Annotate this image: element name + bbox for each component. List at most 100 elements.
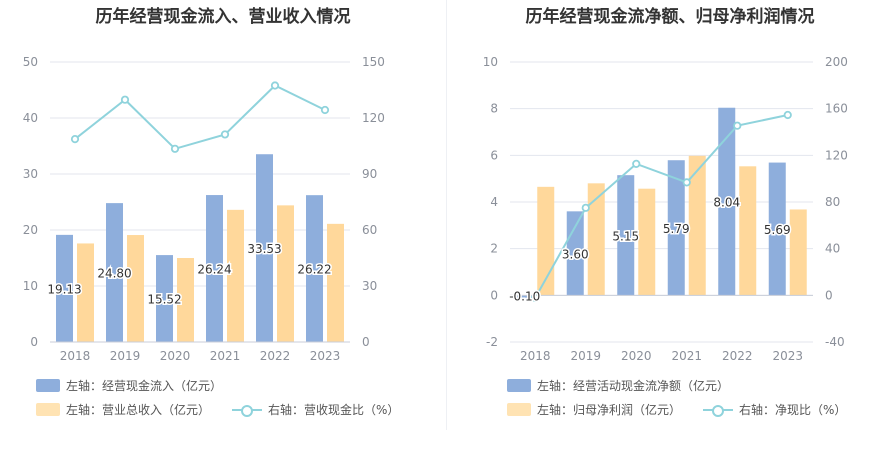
x-axis-tick: 2021 [671,349,702,363]
bar-data-label: 8.04 [713,196,740,210]
left-axis-tick: -2 [486,335,498,349]
bar-data-label: 3.60 [562,247,589,261]
bar [177,258,194,342]
bar-data-label: -0.10 [509,289,540,303]
x-axis-tick: 2019 [110,349,141,363]
line-point [682,178,691,187]
legend-label: 左轴：经营活动现金流净额（亿元） [537,379,730,393]
right-axis-tick: 160 [825,102,848,116]
x-axis-tick: 2018 [60,349,91,363]
chart-right: 历年经营现金流净额、归母净利润情况 -2 0 2 4 6 8 10 -40 0 40 80 120 16… [447,0,893,430]
x-axis-tick: 2019 [570,349,601,363]
right-axis-tick: 30 [362,279,377,293]
bar [156,255,173,342]
left-axis-tick: 2 [490,242,498,256]
bar-data-label: 24.80 [97,267,131,281]
left-axis-tick: 0 [30,335,38,349]
bar [306,195,323,342]
bar-data-label: 26.24 [197,263,231,277]
legend-item[interactable]: 左轴：归母净利润（亿元） [507,401,681,418]
bar [516,295,534,298]
legend-label: 左轴：营业总收入（亿元） [66,403,211,417]
legend-item[interactable]: 右轴：净现比（%） [703,401,846,418]
legend-item[interactable]: 右轴：营收现金比（%） [232,401,399,418]
chart-plot: -2 0 2 4 6 8 10 -40 0 40 80 120 160 200 2018 2019 2020 20… [483,55,848,363]
left-axis-tick: 30 [23,167,38,181]
bar [256,154,273,342]
legend-swatch [507,379,531,392]
bar [227,209,244,342]
x-axis-tick: 2020 [621,349,652,363]
bar-data-label: 26.22 [297,263,331,277]
legend-swatch [36,379,60,392]
x-axis-tick: 2022 [260,349,291,363]
legend-swatch [507,403,531,416]
bar [587,183,605,296]
legend-swatch [36,403,60,416]
bar [718,107,736,296]
legend-item[interactable]: 左轴：经营现金流入（亿元） [36,377,222,394]
right-axis-tick: 40 [825,242,840,256]
line-point [120,95,130,104]
bar [739,166,757,296]
bar [667,160,685,296]
panel-divider [446,0,447,430]
bar [789,209,807,296]
bar [688,155,706,296]
bar [206,195,223,342]
legend-row: 左轴：营业总收入（亿元） 右轴：营收现金比（%） [36,401,399,418]
left-axis-tick: 40 [23,111,38,125]
line-point [270,81,280,90]
line-point [70,134,80,144]
bar-data-label: 5.69 [764,223,791,237]
bar [77,243,94,342]
legend-label: 左轴：经营现金流入（亿元） [66,379,223,393]
legend-line-icon [232,403,263,417]
legend-line-icon [703,403,734,417]
bar [537,186,555,296]
right-axis-tick: 0 [362,335,370,349]
x-axis-tick: 2023 [772,349,803,363]
legend: 左轴：经营活动现金流净额（亿元） 左轴：归母净利润（亿元） 右轴：净现比（%） [507,377,887,427]
line-series [534,113,788,299]
left-axis-tick: 8 [490,102,498,116]
bar [617,175,635,296]
bar-data-label: 33.53 [247,242,281,256]
x-axis-tick: 2018 [520,349,551,363]
legend-label: 左轴：归母净利润（亿元） [537,403,682,417]
line-point [320,105,330,115]
bar [327,223,344,342]
legend-row: 左轴：归母净利润（亿元） 右轴：净现比（%） [507,401,846,418]
bar [277,205,294,342]
left-axis-tick: 6 [490,148,498,162]
line-series [74,84,326,150]
legend-item[interactable]: 左轴：营业总收入（亿元） [36,401,210,418]
right-axis-tick: 120 [362,111,385,125]
chart-title: 历年经营现金流净额、归母净利润情况 [525,7,815,27]
legend: 左轴：经营现金流入（亿元） 左轴：营业总收入（亿元） 右轴：营收现金比（%） [36,377,436,427]
x-axis-tick: 2020 [160,349,191,363]
bar [127,235,144,342]
right-axis-tick: 90 [362,167,377,181]
left-axis-tick: 10 [483,55,498,69]
line-point [170,144,180,153]
legend-item[interactable]: 左轴：经营活动现金流净额（亿元） [507,377,729,394]
left-axis-tick: 50 [23,55,38,69]
left-axis-tick: 0 [490,288,498,302]
line-point [733,121,742,130]
left-axis-tick: 20 [23,223,38,237]
right-axis-tick: -40 [825,335,845,349]
right-axis-tick: 0 [825,288,833,302]
left-axis-tick: 10 [23,279,38,293]
legend-label: 右轴：营收现金比（%） [268,403,400,417]
right-axis-tick: 80 [825,195,840,209]
chart-title: 历年经营现金流入、营业收入情况 [95,7,351,27]
chart-plot: 0 10 20 30 40 50 0 30 60 90 120 150 2018 2019 2020 2021… [23,55,385,363]
line-point [220,130,230,139]
line-point [581,203,590,212]
line-point [632,159,641,168]
legend-label: 右轴：净现比（%） [739,403,847,417]
bar-data-label: 19.13 [47,282,81,296]
bar [638,188,656,296]
right-axis-tick: 60 [362,223,377,237]
